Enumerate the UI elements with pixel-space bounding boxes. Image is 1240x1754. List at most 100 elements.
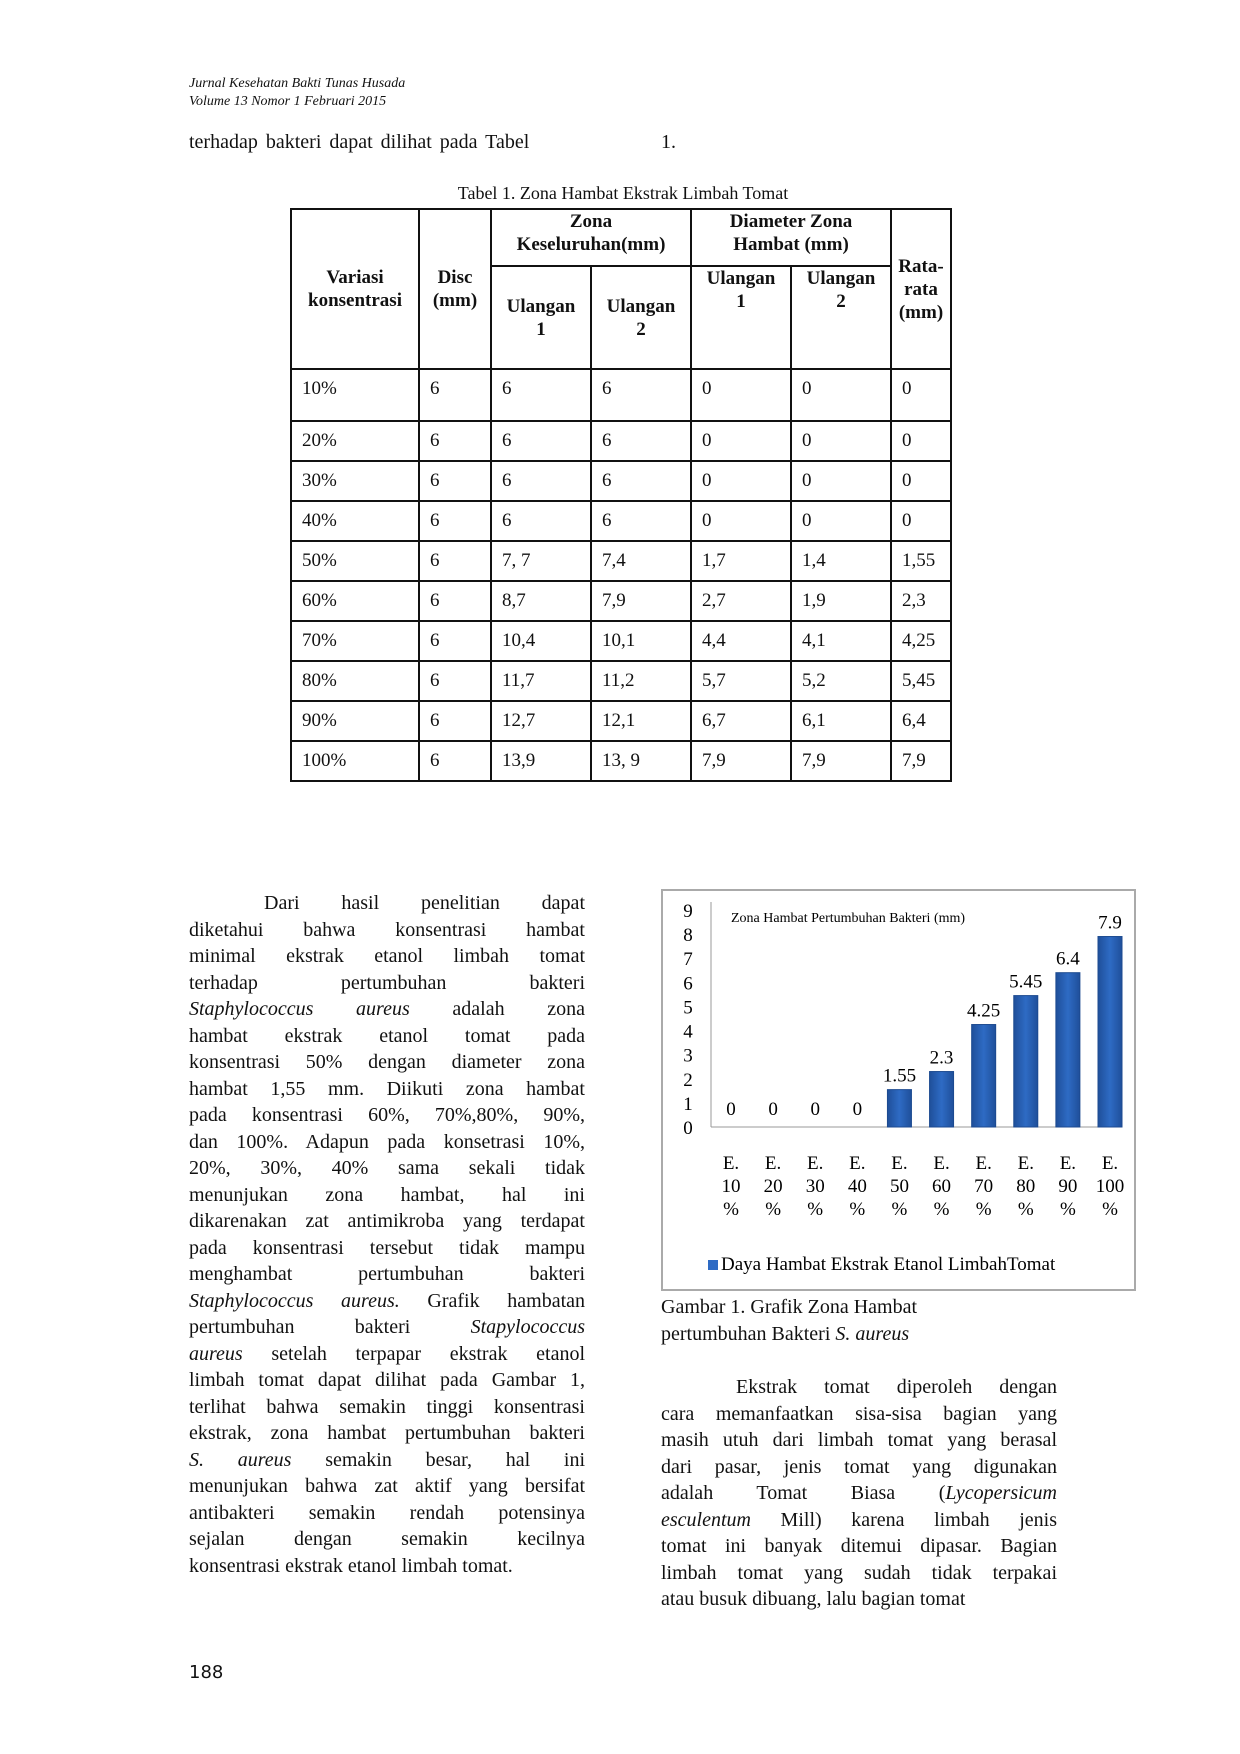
- text-segment: menunjukan zona hambat, hal ini: [189, 1183, 585, 1206]
- table-cell: 6: [490, 460, 592, 502]
- table-cell: 10%: [290, 368, 420, 422]
- table-cell: 4,25: [890, 620, 952, 662]
- text-segment: limbah tomat dapat dilihat pada Gambar 1…: [189, 1369, 585, 1391]
- table-cell: 6: [418, 620, 492, 662]
- table-row: 10% 6 6 6 0 0 0: [290, 368, 952, 422]
- table-row: 80% 6 11,7 11,2 5,7 5,2 5,45: [290, 660, 952, 702]
- table-cell: 0: [690, 460, 792, 502]
- text-line: pada konsentrasi tersebut tidak mampu: [189, 1235, 585, 1262]
- journal-volume: Volume 13 Nomor 1 Februari 2015: [189, 94, 387, 109]
- table-cell: 0: [690, 500, 792, 542]
- figure-caption: Gambar 1. Grafik Zona Hambat pertumbuhan …: [661, 1294, 991, 1347]
- text-line: diketahui bahwa konsentrasi hambat: [189, 917, 585, 944]
- table-cell: 80%: [290, 660, 420, 702]
- table-cell: 60%: [290, 580, 420, 622]
- text-segment: Ekstrak tomat diperoleh dengan: [736, 1376, 1057, 1398]
- text-line: tomat ini banyak ditemui dipasar. Bagian: [661, 1533, 1057, 1560]
- table-cell: 11,7: [490, 660, 592, 702]
- text-line: menunjukan zona hambat, hal ini: [189, 1182, 585, 1209]
- text-line: Staphylococcus aureus. Grafik hambatan: [189, 1288, 585, 1315]
- page-number: 188: [189, 1662, 224, 1683]
- table-row: 30% 6 6 6 0 0 0: [290, 460, 952, 502]
- text-line: konsentrasi 50% dengan diameter zona: [189, 1049, 585, 1076]
- x-tick-label-part: E.: [807, 1153, 823, 1174]
- table-cell: 10,1: [590, 620, 692, 662]
- table-cell: 7,9: [890, 740, 952, 782]
- intro-table-ref: 1.: [661, 131, 676, 153]
- text-segment: adalah Tomat Biasa (: [661, 1482, 946, 1504]
- text-segment: cara memanfaatkan sisa-sisa bagian yang: [661, 1402, 1057, 1425]
- text-line: hambat 1,55 mm. Diikuti zona hambat: [189, 1076, 585, 1103]
- col-diameter-ulangan-2: Ulangan 2: [790, 265, 892, 370]
- data-label: 0: [853, 1099, 863, 1120]
- x-tick-label-part: E.: [849, 1153, 865, 1174]
- text-segment: atau busuk dibuang, lalu bagian tomat: [661, 1588, 966, 1610]
- x-tick-label: E. 10%: [722, 1153, 741, 1220]
- italic-text: Staphylococcus aureus.: [189, 1289, 400, 1312]
- bar-chart: 0 1 2 3 4 5 6 7 8 9 Zona Hambat Pertumbuhan Bakter…: [683, 901, 1124, 1275]
- table-cell: 6: [418, 740, 492, 782]
- text-line: pada konsentrasi 60%, 70%,80%, 90%,: [189, 1102, 585, 1129]
- x-tick-label-part: %: [723, 1199, 739, 1220]
- col-zona: Zona Keseluruhan(mm): [490, 208, 692, 267]
- text-line: konsentrasi ekstrak etanol limbah tomat.: [189, 1553, 585, 1580]
- x-tick-label: E. 50%: [890, 1153, 909, 1220]
- x-tick-label-part: 40: [848, 1176, 867, 1197]
- table-cell: 1,9: [790, 580, 892, 622]
- x-tick-label-part: E.: [975, 1153, 991, 1174]
- results-table: Variasi konsentrasi Disc (mm) Zona Kesel…: [290, 208, 952, 782]
- table-row: 50% 6 7, 7 7,4 1,7 1,4 1,55: [290, 540, 952, 582]
- table-cell: 2,3: [890, 580, 952, 622]
- text-line: ekstrak, zona hambat pertumbuhan bakteri: [189, 1420, 585, 1447]
- table-cell: 5,7: [690, 660, 792, 702]
- data-label: 0: [726, 1099, 736, 1120]
- table-cell: 6: [590, 420, 692, 462]
- text-line: minimal ekstrak etanol limbah tomat: [189, 943, 585, 970]
- bar: [1013, 995, 1039, 1128]
- table-row: 90% 6 12,7 12,1 6,7 6,1 6,4: [290, 700, 952, 742]
- table-cell: 6: [490, 500, 592, 542]
- table-cell: 0: [790, 500, 892, 542]
- bar: [929, 1071, 955, 1128]
- table-cell: 100%: [290, 740, 420, 782]
- table-cell: 10,4: [490, 620, 592, 662]
- text-line: dari pasar, jenis tomat yang digunakan: [661, 1454, 1057, 1481]
- bar: [886, 1089, 912, 1128]
- y-tick-label: 7: [683, 949, 693, 970]
- y-tick-label: 5: [683, 997, 693, 1018]
- x-tick-label-part: E.: [891, 1153, 907, 1174]
- x-tick-label-part: %: [849, 1199, 865, 1220]
- left-column-text: Dari hasil penelitian dapat diketahui bah…: [189, 890, 585, 1579]
- data-label: 7.9: [1098, 913, 1122, 934]
- legend-label: Daya Hambat Ekstrak Etanol LimbahTomat: [721, 1254, 1056, 1275]
- text-segment: tomat ini banyak ditemui dipasar. Bagian: [661, 1535, 1057, 1557]
- table-cell: 13,9: [490, 740, 592, 782]
- table-cell: 4,4: [690, 620, 792, 662]
- table-row: 70% 6 10,4 10,1 4,4 4,1 4,25: [290, 620, 952, 662]
- table-cell: 6: [418, 540, 492, 582]
- text-segment: menunjukan bahwa zat aktif yang bersifat: [189, 1475, 585, 1497]
- table-cell: 6: [590, 368, 692, 422]
- col-diameter: Diameter Zona Hambat (mm): [690, 208, 892, 267]
- table-cell: 50%: [290, 540, 420, 582]
- table-cell: 7,9: [590, 580, 692, 622]
- col-zona-ulangan-2: Ulangan 2: [590, 265, 692, 370]
- chart-title: Zona Hambat Pertumbuhan Bakteri (mm): [731, 911, 965, 926]
- x-tick-label: E. 90%: [1058, 1153, 1077, 1220]
- x-tick-label-part: %: [976, 1199, 992, 1220]
- table-row: 100% 6 13,9 13, 9 7,9 7,9 7,9: [290, 740, 952, 782]
- text-line: adalah Tomat Biasa (Lycopersicum: [661, 1480, 1057, 1507]
- table-cell: 5,45: [890, 660, 952, 702]
- x-tick-label-part: %: [892, 1199, 908, 1220]
- data-label: 5.45: [1009, 972, 1042, 993]
- text-line: aureus setelah terpapar ekstrak etanol: [189, 1341, 585, 1368]
- x-tick-label-part: %: [934, 1199, 950, 1220]
- text-segment: pada konsentrasi 60%, 70%,80%, 90%,: [189, 1104, 585, 1126]
- text-line: antibakteri semakin rendah potensinya: [189, 1500, 585, 1527]
- x-tick-label-part: 80: [1016, 1176, 1035, 1197]
- y-tick-label: 6: [683, 973, 693, 994]
- table-cell: 2,7: [690, 580, 792, 622]
- italic-text: aureus: [189, 1342, 243, 1365]
- text-segment: semakin besar, hal ini: [291, 1448, 585, 1471]
- text-segment: konsentrasi 50% dengan diameter zona: [189, 1051, 585, 1073]
